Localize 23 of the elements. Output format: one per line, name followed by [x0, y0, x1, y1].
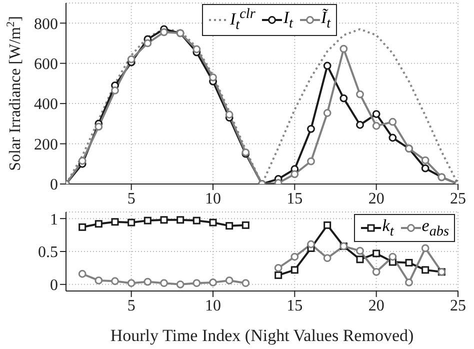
x-tick-label: 20 [368, 297, 384, 314]
y-tick-label: 600 [34, 56, 58, 74]
legend-label: e$_{abs}$ [422, 216, 449, 240]
x-tick-label: 15 [286, 297, 303, 314]
x-axis-title: Hourly Time Index (Night Values Removed) [110, 326, 414, 345]
x-tick-label: 20 [368, 190, 384, 208]
x-tick-label: 10 [205, 190, 221, 208]
y-tick-label: 400 [34, 96, 58, 114]
y-tick-label: 0.5 [38, 244, 58, 262]
legend-label: Ĩ$_{t}$ [320, 8, 331, 32]
y-tick-label: 0 [50, 176, 58, 194]
y-tick-label: 200 [34, 136, 58, 154]
y-tick-label: 800 [34, 16, 58, 33]
x-tick-label: 5 [127, 297, 136, 314]
y-tick-label: 1 [50, 211, 58, 228]
x-tick-label: 25 [450, 297, 466, 314]
x-tick-label: 15 [286, 190, 303, 208]
y-tick-label: 0 [50, 277, 58, 294]
x-tick-label: 10 [205, 297, 221, 314]
x-tick-label: 25 [450, 190, 466, 208]
legend-label: I$_{t}$ [283, 8, 293, 32]
legend-label: k$_{t}$ [382, 216, 394, 240]
x-tick-label: 5 [127, 190, 136, 208]
